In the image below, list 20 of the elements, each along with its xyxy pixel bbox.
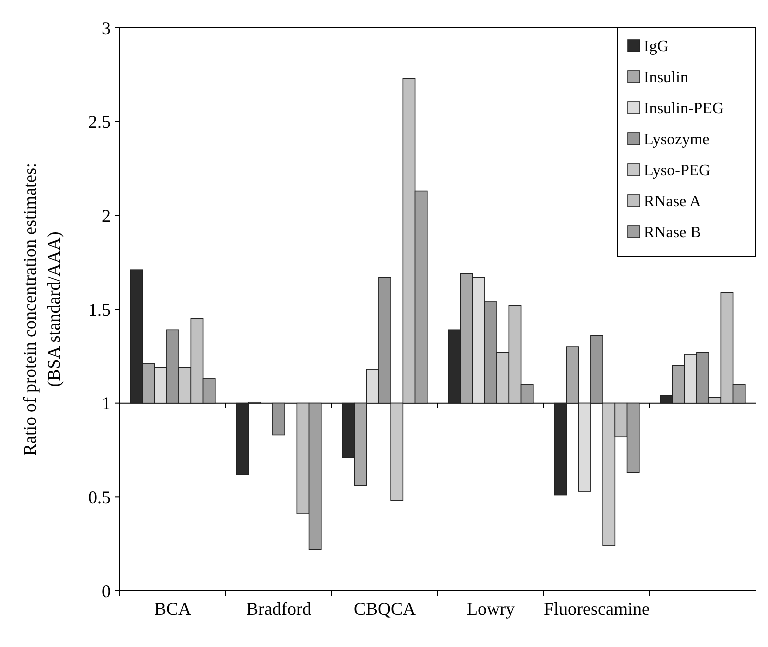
y-tick-label: 3 (102, 18, 111, 38)
legend-label: Insulin (644, 70, 688, 87)
legend-label: Lysozyme (644, 132, 710, 149)
y-tick-label: 0.5 (88, 487, 111, 508)
y-tick-label: 0 (102, 581, 111, 602)
legend-label: RNase B (644, 224, 702, 242)
legend-label: Insulin-PEG (644, 100, 724, 118)
x-tick-label: CBQCA (354, 599, 416, 619)
x-tick-label: Bradford (246, 599, 312, 619)
x-tick-label: BCA (154, 599, 192, 619)
legend-label: IgG (644, 38, 670, 56)
y-tick-label: 1 (102, 394, 111, 414)
legend-label: RNase A (644, 194, 702, 211)
y-tick-label: 1.5 (88, 300, 111, 320)
y-tick-label: 2.5 (88, 112, 111, 132)
y-axis-title: Ratio of protein concentration estimates: (BSA standard/AAA) (20, 163, 64, 456)
x-tick-label: Lowry (467, 599, 515, 619)
legend-label: Lyso-PEG (644, 162, 712, 180)
y-tick-label: 2 (102, 206, 111, 226)
x-tick-label: Fluorescamine (544, 599, 650, 619)
